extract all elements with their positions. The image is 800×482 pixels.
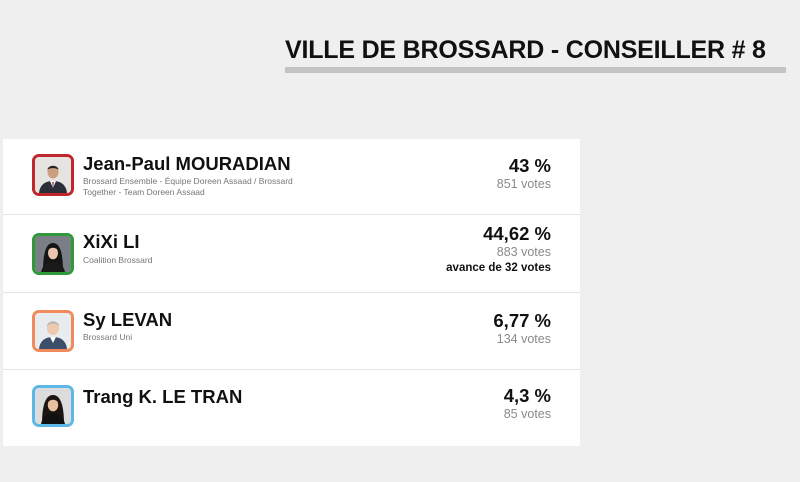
candidate-photo-avatar [32, 154, 74, 196]
candidate-percent: 6,77 % [493, 310, 551, 331]
candidate-party: Brossard Uni [83, 332, 133, 342]
candidate-percent: 4,3 % [503, 385, 551, 406]
candidate-percent: 44,62 % [483, 223, 551, 244]
candidate-row: XiXi LI Coalition Brossard 44,62 % 883 v… [3, 215, 580, 293]
title-underline [285, 67, 786, 73]
page-title: VILLE DE BROSSARD - CONSEILLER # 8 [285, 36, 766, 64]
results-card: Jean-Paul MOURADIAN Brossard Ensemble - … [3, 139, 580, 446]
person-icon [35, 313, 71, 349]
page-header: VILLE DE BROSSARD - CONSEILLER # 8 [285, 38, 786, 73]
lead-margin-label: avance de 32 votes [446, 262, 551, 274]
candidate-row: Trang K. LE TRAN 4,3 % 85 votes [3, 370, 580, 446]
candidate-photo-avatar [32, 385, 74, 427]
person-icon [35, 157, 71, 193]
candidate-votes: 85 votes [503, 407, 551, 421]
candidate-name: Jean-Paul MOURADIAN [83, 153, 291, 174]
candidate-name: Trang K. LE TRAN [83, 386, 243, 407]
candidate-party: Brossard Ensemble - Équipe Doreen Assaad… [83, 176, 293, 197]
candidate-name: XiXi LI [83, 231, 140, 252]
candidate-name: Sy LEVAN [83, 309, 173, 330]
candidate-party: Coalition Brossard [83, 255, 153, 265]
candidate-votes: 134 votes [496, 332, 551, 346]
candidate-photo-avatar [32, 310, 74, 352]
candidate-photo-avatar [32, 233, 74, 275]
candidate-row: Sy LEVAN Brossard Uni 6,77 % 134 votes [3, 293, 580, 370]
candidate-row: Jean-Paul MOURADIAN Brossard Ensemble - … [3, 139, 580, 215]
person-icon [35, 388, 71, 424]
person-icon [35, 236, 71, 272]
candidate-votes: 851 votes [496, 177, 551, 191]
candidate-votes: 883 votes [496, 245, 551, 259]
candidate-percent: 43 % [508, 155, 551, 176]
